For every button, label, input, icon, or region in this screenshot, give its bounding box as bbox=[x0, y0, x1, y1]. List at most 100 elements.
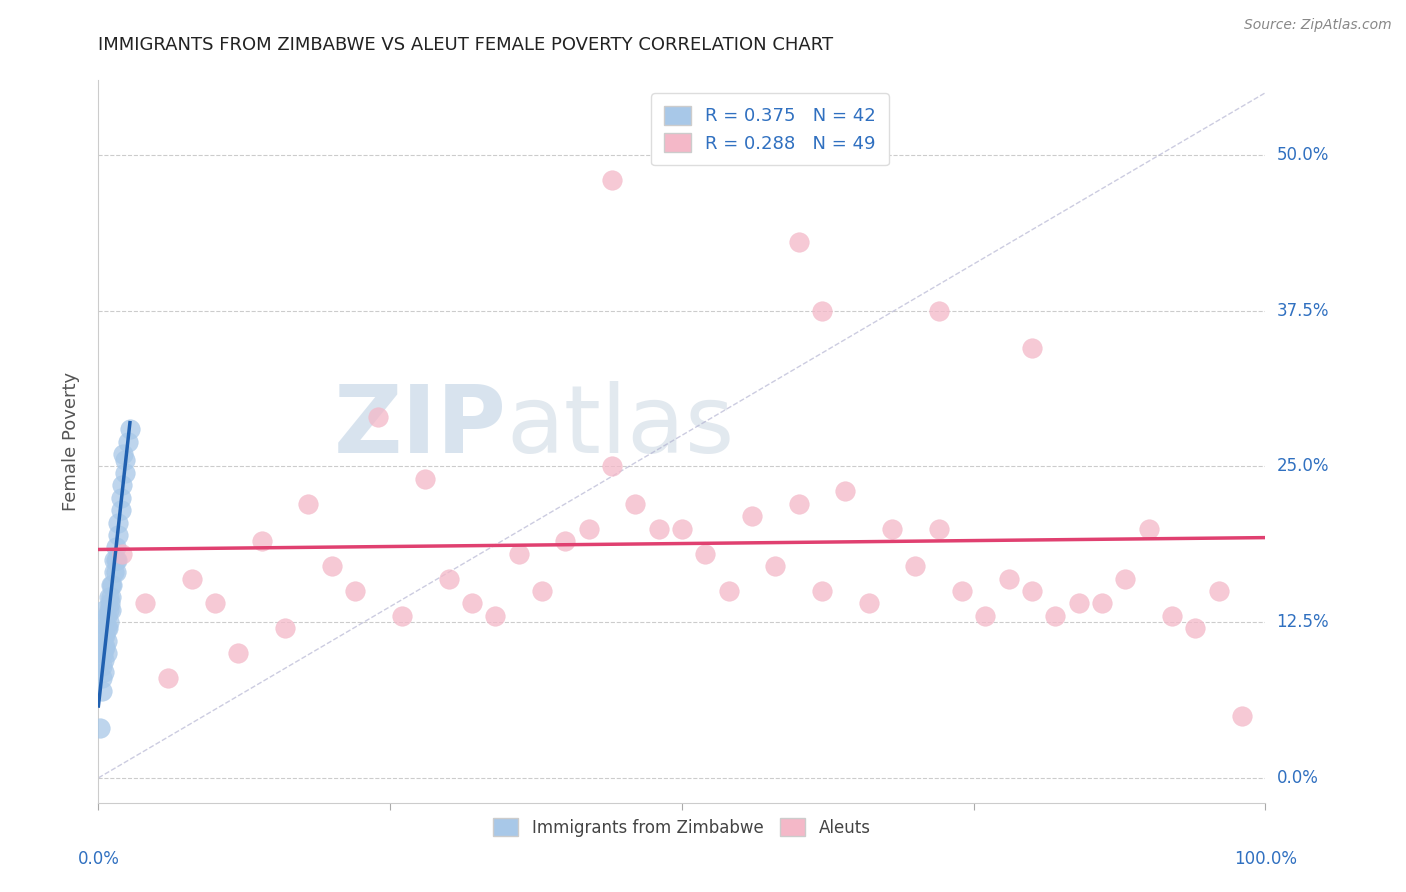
Point bbox=[103, 553, 125, 567]
Point bbox=[117, 434, 139, 449]
Point bbox=[763, 559, 786, 574]
Point bbox=[904, 559, 927, 574]
Text: atlas: atlas bbox=[508, 381, 735, 473]
Point bbox=[93, 603, 115, 617]
Point bbox=[180, 572, 202, 586]
Text: 100.0%: 100.0% bbox=[1234, 850, 1296, 868]
Point bbox=[97, 621, 120, 635]
Point bbox=[204, 597, 226, 611]
Point bbox=[90, 683, 112, 698]
Point bbox=[974, 609, 997, 624]
Point bbox=[97, 591, 120, 605]
Point bbox=[114, 466, 136, 480]
Point bbox=[344, 584, 367, 599]
Point bbox=[93, 627, 115, 641]
Point bbox=[1045, 609, 1067, 624]
Point bbox=[107, 528, 129, 542]
Text: 0.0%: 0.0% bbox=[77, 850, 120, 868]
Point bbox=[391, 609, 413, 624]
Point bbox=[950, 584, 973, 599]
Point bbox=[695, 547, 717, 561]
Point bbox=[461, 597, 484, 611]
Point bbox=[274, 621, 297, 635]
Point bbox=[157, 671, 180, 685]
Point bbox=[101, 578, 124, 592]
Point bbox=[741, 509, 763, 524]
Point bbox=[100, 603, 122, 617]
Point bbox=[437, 572, 460, 586]
Point bbox=[554, 534, 576, 549]
Point bbox=[508, 547, 530, 561]
Point bbox=[134, 597, 156, 611]
Point bbox=[104, 541, 127, 555]
Point bbox=[997, 572, 1019, 586]
Point bbox=[1114, 572, 1136, 586]
Point bbox=[717, 584, 740, 599]
Point bbox=[97, 603, 120, 617]
Point bbox=[1161, 609, 1184, 624]
Point bbox=[110, 491, 132, 505]
Point bbox=[297, 497, 319, 511]
Point bbox=[96, 646, 118, 660]
Point bbox=[484, 609, 506, 624]
Point bbox=[93, 615, 115, 630]
Point bbox=[1067, 597, 1090, 611]
Point bbox=[111, 547, 134, 561]
Point bbox=[1021, 341, 1043, 355]
Point bbox=[104, 566, 127, 580]
Point bbox=[647, 522, 669, 536]
Point bbox=[105, 553, 128, 567]
Legend: Immigrants from Zimbabwe, Aleuts: Immigrants from Zimbabwe, Aleuts bbox=[485, 810, 879, 845]
Point bbox=[100, 578, 122, 592]
Point bbox=[787, 235, 810, 250]
Point bbox=[96, 609, 118, 624]
Point bbox=[928, 303, 950, 318]
Point bbox=[100, 591, 122, 605]
Point bbox=[413, 472, 436, 486]
Point bbox=[91, 646, 114, 660]
Point bbox=[94, 627, 117, 641]
Point bbox=[96, 621, 118, 635]
Point bbox=[93, 652, 115, 666]
Point bbox=[600, 173, 623, 187]
Point bbox=[671, 522, 693, 536]
Point bbox=[811, 303, 834, 318]
Point bbox=[367, 409, 389, 424]
Point bbox=[93, 640, 115, 654]
Point bbox=[1137, 522, 1160, 536]
Y-axis label: Female Poverty: Female Poverty bbox=[62, 372, 80, 511]
Point bbox=[114, 453, 136, 467]
Point bbox=[787, 497, 810, 511]
Point bbox=[111, 447, 134, 461]
Point bbox=[624, 497, 647, 511]
Point bbox=[530, 584, 553, 599]
Text: Source: ZipAtlas.com: Source: ZipAtlas.com bbox=[1244, 18, 1392, 32]
Point bbox=[110, 503, 132, 517]
Point bbox=[1021, 584, 1043, 599]
Text: 25.0%: 25.0% bbox=[1277, 458, 1329, 475]
Point bbox=[96, 633, 118, 648]
Point bbox=[834, 484, 856, 499]
Point bbox=[111, 478, 134, 492]
Point bbox=[103, 566, 125, 580]
Point bbox=[321, 559, 343, 574]
Text: 12.5%: 12.5% bbox=[1277, 613, 1329, 632]
Text: 0.0%: 0.0% bbox=[1277, 769, 1319, 787]
Point bbox=[93, 665, 115, 679]
Point bbox=[1184, 621, 1206, 635]
Point bbox=[858, 597, 880, 611]
Point bbox=[90, 671, 112, 685]
Point bbox=[228, 646, 250, 660]
Point bbox=[118, 422, 141, 436]
Point bbox=[104, 553, 127, 567]
Point bbox=[1208, 584, 1230, 599]
Text: ZIP: ZIP bbox=[335, 381, 508, 473]
Point bbox=[250, 534, 273, 549]
Point bbox=[90, 658, 112, 673]
Point bbox=[578, 522, 600, 536]
Point bbox=[107, 516, 129, 530]
Point bbox=[1230, 708, 1253, 723]
Point bbox=[97, 615, 120, 630]
Text: IMMIGRANTS FROM ZIMBABWE VS ALEUT FEMALE POVERTY CORRELATION CHART: IMMIGRANTS FROM ZIMBABWE VS ALEUT FEMALE… bbox=[98, 36, 834, 54]
Point bbox=[811, 584, 834, 599]
